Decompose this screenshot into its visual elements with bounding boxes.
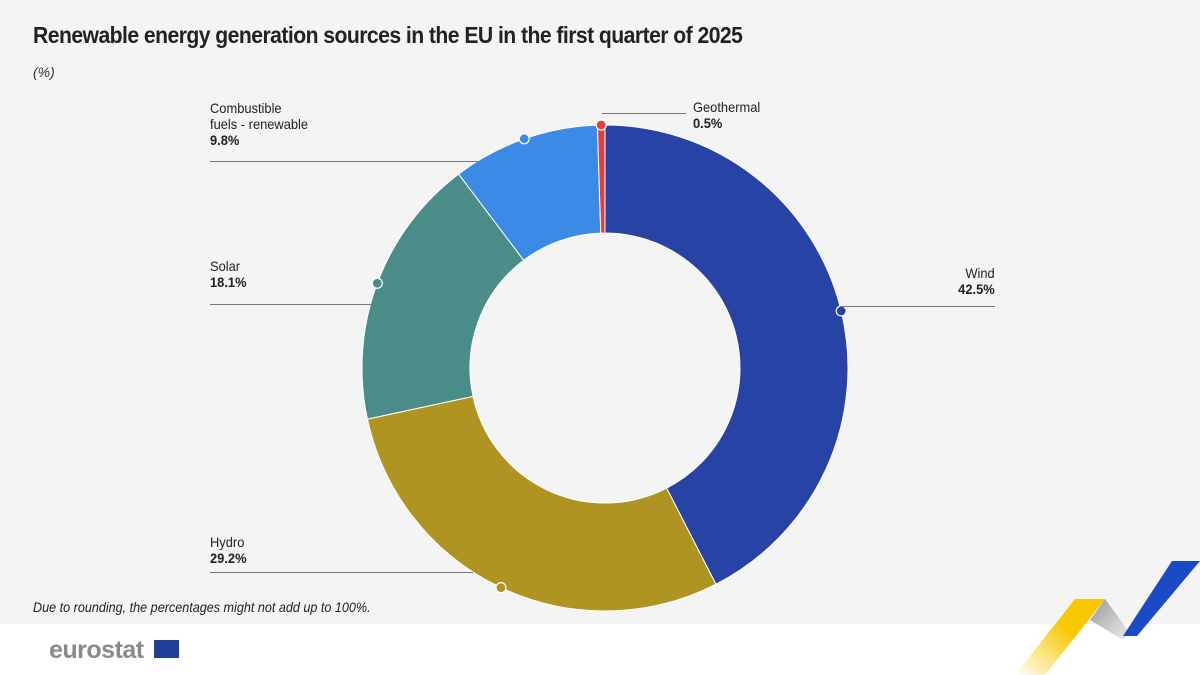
label-value: 29.2% <box>210 550 247 566</box>
slice-wind <box>604 124 849 585</box>
marker-wind <box>835 305 847 317</box>
label-text: Combustible <box>210 100 282 116</box>
label-solar: Solar 18.1% <box>210 258 247 290</box>
label-text: Hydro <box>210 534 245 550</box>
marker-solar <box>371 277 383 289</box>
label-value: 0.5% <box>693 115 723 131</box>
label-wind: Wind 42.5% <box>958 265 995 297</box>
label-text: fuels - renewable <box>210 116 309 132</box>
marker-combustible <box>518 133 530 145</box>
label-text: Geothermal <box>693 99 761 115</box>
label-value: 18.1% <box>210 274 247 290</box>
slice-hydro <box>366 395 717 612</box>
chart-subtitle: (%) <box>33 64 55 80</box>
leader-combustible <box>210 161 478 162</box>
eurostat-logo: eurostat <box>49 636 144 664</box>
leader-solar <box>210 304 373 305</box>
label-hydro: Hydro 29.2% <box>210 534 247 566</box>
label-text: Solar <box>210 258 241 274</box>
marker-hydro <box>495 581 507 594</box>
leader-geothermal <box>602 113 686 114</box>
leader-hydro <box>210 572 473 573</box>
label-value: 42.5% <box>958 281 995 297</box>
marker-geothermal <box>595 119 607 131</box>
label-combustible: Combustible fuels - renewable 9.8% <box>210 100 308 148</box>
label-geothermal: Geothermal 0.5% <box>693 99 760 131</box>
leader-wind <box>840 306 995 307</box>
eu-flag-icon <box>154 640 179 658</box>
slice-solar <box>361 173 525 420</box>
label-value: 9.8% <box>210 132 240 148</box>
label-text: Wind <box>965 265 995 281</box>
chart-title: Renewable energy generation sources in t… <box>33 22 743 48</box>
footnote: Due to rounding, the percentages might n… <box>33 599 371 615</box>
